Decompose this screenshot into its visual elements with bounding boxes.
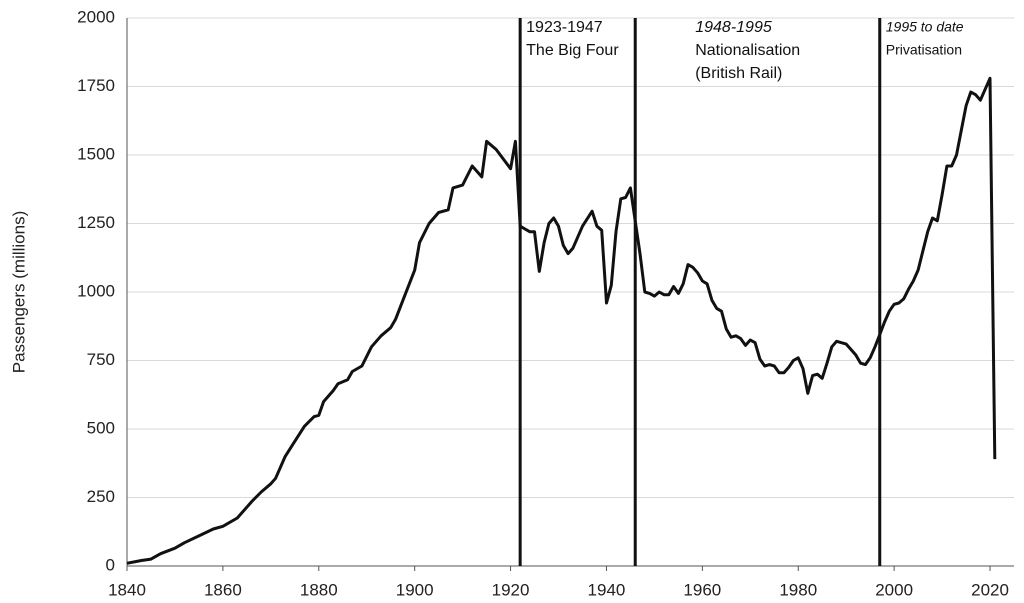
annotation: 1923-1947: [526, 19, 603, 36]
annotation: The Big Four: [526, 42, 619, 59]
annotation: Nationalisation: [695, 42, 800, 59]
x-tick-label: 1860: [204, 580, 242, 599]
y-tick-label: 1250: [77, 213, 115, 232]
annotation: (British Rail): [695, 65, 782, 82]
y-tick-label: 250: [87, 487, 115, 506]
x-tick-label: 1980: [779, 580, 817, 599]
x-tick-label: 1920: [492, 580, 530, 599]
x-tick-label: 2000: [875, 580, 913, 599]
y-tick-label: 2000: [77, 7, 115, 26]
x-tick-label: 1960: [683, 580, 721, 599]
y-tick-label: 1750: [77, 76, 115, 95]
x-tick-label: 2020: [971, 580, 1009, 599]
annotation: 1995 to date: [886, 19, 964, 35]
x-tick-label: 1940: [588, 580, 626, 599]
x-tick-label: 1900: [396, 580, 434, 599]
y-tick-label: 0: [106, 555, 115, 574]
y-tick-label: 750: [87, 350, 115, 369]
y-axis-label: Passengers (millions): [9, 211, 28, 374]
y-tick-label: 1500: [77, 144, 115, 163]
annotation: 1948-1995: [695, 19, 772, 36]
x-tick-label: 1840: [108, 580, 146, 599]
y-tick-label: 500: [87, 418, 115, 437]
y-tick-label: 1000: [77, 281, 115, 300]
x-tick-label: 1880: [300, 580, 338, 599]
data-line: [126, 76, 997, 565]
annotation: Privatisation: [886, 42, 962, 58]
